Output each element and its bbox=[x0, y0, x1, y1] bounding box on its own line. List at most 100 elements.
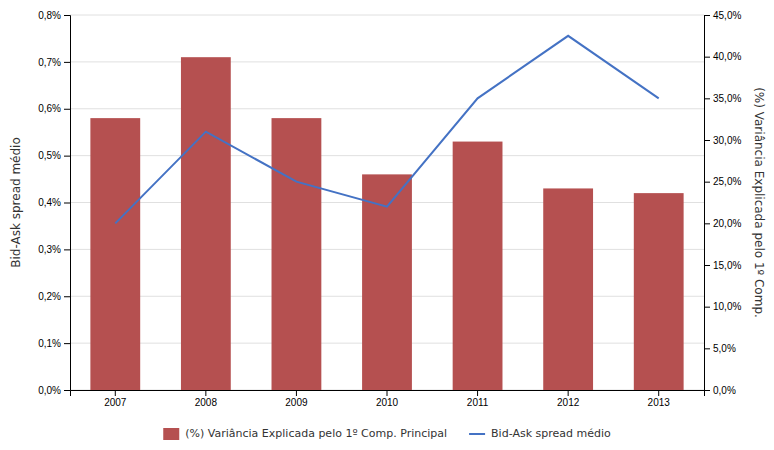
tick-label: 25,0% bbox=[713, 176, 741, 187]
tick-mark bbox=[568, 390, 569, 396]
tick-mark bbox=[115, 390, 116, 396]
tick: 25,0% bbox=[704, 176, 741, 187]
tick-label: 2008 bbox=[195, 397, 218, 408]
tick: 0,4% bbox=[38, 197, 70, 208]
tick: 5,0% bbox=[704, 343, 736, 354]
tick: 0,2% bbox=[38, 291, 70, 302]
tick-label: 5,0% bbox=[713, 343, 736, 354]
tick: 2013 bbox=[648, 390, 671, 408]
tick-label: 15,0% bbox=[713, 260, 741, 271]
tick-label: 0,0% bbox=[713, 385, 736, 396]
tick: 0,3% bbox=[38, 244, 70, 255]
grid-line bbox=[70, 61, 704, 62]
tick-mark bbox=[704, 307, 710, 308]
tick-mark bbox=[64, 203, 70, 204]
tick-label: 2012 bbox=[557, 397, 580, 408]
tick-mark bbox=[704, 265, 710, 266]
legend-swatch bbox=[163, 428, 179, 440]
tick-mark bbox=[64, 296, 70, 297]
tick-mark bbox=[387, 390, 388, 396]
axis-line bbox=[71, 391, 705, 397]
tick: 0,7% bbox=[38, 57, 70, 68]
tick-label: 0,2% bbox=[38, 291, 61, 302]
tick: 0,8% bbox=[38, 10, 70, 21]
tick: 0,1% bbox=[38, 338, 70, 349]
tick-label: 2013 bbox=[648, 397, 671, 408]
bar bbox=[453, 142, 503, 390]
tick: 45,0% bbox=[704, 10, 741, 21]
tick: 2012 bbox=[557, 390, 580, 408]
legend-item: Bid-Ask spread médio bbox=[469, 427, 611, 440]
tick: 0,0% bbox=[38, 385, 70, 396]
tick-label: 0,7% bbox=[38, 57, 61, 68]
tick-label: 30,0% bbox=[713, 135, 741, 146]
tick-label: 2010 bbox=[376, 397, 399, 408]
bar bbox=[634, 193, 684, 390]
line bbox=[115, 36, 658, 224]
y-axis-title: Bid-Ask spread médio bbox=[9, 137, 23, 268]
axis-line bbox=[64, 16, 71, 391]
grid-line bbox=[70, 155, 704, 156]
legend-swatch bbox=[469, 433, 485, 435]
tick-label: 10,0% bbox=[713, 301, 741, 312]
grid-line bbox=[70, 108, 704, 109]
tick: 2007 bbox=[104, 390, 127, 408]
tick: 2008 bbox=[195, 390, 218, 408]
tick-mark bbox=[64, 249, 70, 250]
tick-label: 40,0% bbox=[713, 51, 741, 62]
tick: 0,5% bbox=[38, 150, 70, 161]
tick: 10,0% bbox=[704, 301, 741, 312]
tick: 15,0% bbox=[704, 260, 741, 271]
grid bbox=[70, 15, 704, 390]
tick: 2011 bbox=[467, 390, 489, 408]
tick-mark bbox=[64, 109, 70, 110]
tick-label: 35,0% bbox=[713, 93, 741, 104]
tick: 40,0% bbox=[704, 51, 741, 62]
tick-mark bbox=[658, 390, 659, 396]
x-axis: 2007 2008 2009 2010 2011 2012 2013 bbox=[71, 390, 705, 408]
tick: 35,0% bbox=[704, 93, 741, 104]
tick-mark bbox=[704, 390, 710, 391]
y-axis: 0,0% 0,1% 0,2% 0,3% 0,4% 0,5% 0,6% 0,7% 0,8% bbox=[38, 10, 70, 396]
grid-line bbox=[70, 15, 704, 16]
legend: (%) Variância Explicada pelo 1º Comp. Pr… bbox=[163, 427, 611, 440]
tick-label: 2009 bbox=[285, 397, 308, 408]
y2-axis: 0,0% 5,0% 10,0% 15,0% 20,0% 25,0% 30,0% 35,0% 40… bbox=[704, 10, 741, 396]
tick: 2009 bbox=[285, 390, 308, 408]
tick-mark bbox=[704, 15, 710, 16]
tick-mark bbox=[704, 223, 710, 224]
tick: 30,0% bbox=[704, 135, 741, 146]
tick-mark bbox=[704, 140, 710, 141]
legend-label: Bid-Ask spread médio bbox=[491, 427, 611, 440]
tick-label: 0,5% bbox=[38, 150, 61, 161]
chart: 2007 2008 2009 2010 2011 2012 2013 0,0% 0,1% 0,2%… bbox=[0, 0, 774, 450]
tick-label: 0,3% bbox=[38, 244, 61, 255]
tick-mark bbox=[704, 57, 710, 58]
tick-label: 0,4% bbox=[38, 197, 61, 208]
legend-item: (%) Variância Explicada pelo 1º Comp. Pr… bbox=[163, 427, 447, 440]
tick-mark bbox=[477, 390, 478, 396]
bar bbox=[543, 188, 593, 390]
tick-mark bbox=[64, 15, 70, 16]
tick-label: 0,1% bbox=[38, 338, 61, 349]
tick-label: 0,6% bbox=[38, 103, 61, 114]
tick: 2010 bbox=[376, 390, 399, 408]
tick-mark bbox=[296, 390, 297, 396]
tick-mark bbox=[704, 182, 710, 183]
tick-label: 0,0% bbox=[38, 385, 61, 396]
plot: 2007 2008 2009 2010 2011 2012 2013 0,0% 0,1% 0,2%… bbox=[38, 10, 741, 408]
bar bbox=[90, 118, 140, 390]
axis-line bbox=[705, 16, 711, 391]
tick-mark bbox=[205, 390, 206, 396]
tick-mark bbox=[64, 390, 70, 391]
tick: 0,0% bbox=[704, 385, 736, 396]
bar bbox=[272, 118, 322, 390]
tick-label: 0,8% bbox=[38, 10, 61, 21]
y2-axis-title: (%) Variância Explicada pelo 1º Comp. bbox=[752, 87, 766, 318]
tick-label: 45,0% bbox=[713, 10, 741, 21]
tick-label: 2007 bbox=[104, 397, 127, 408]
tick-label: 2011 bbox=[467, 397, 489, 408]
tick-label: 20,0% bbox=[713, 218, 741, 229]
tick: 20,0% bbox=[704, 218, 741, 229]
legend-label: (%) Variância Explicada pelo 1º Comp. Pr… bbox=[185, 427, 447, 440]
